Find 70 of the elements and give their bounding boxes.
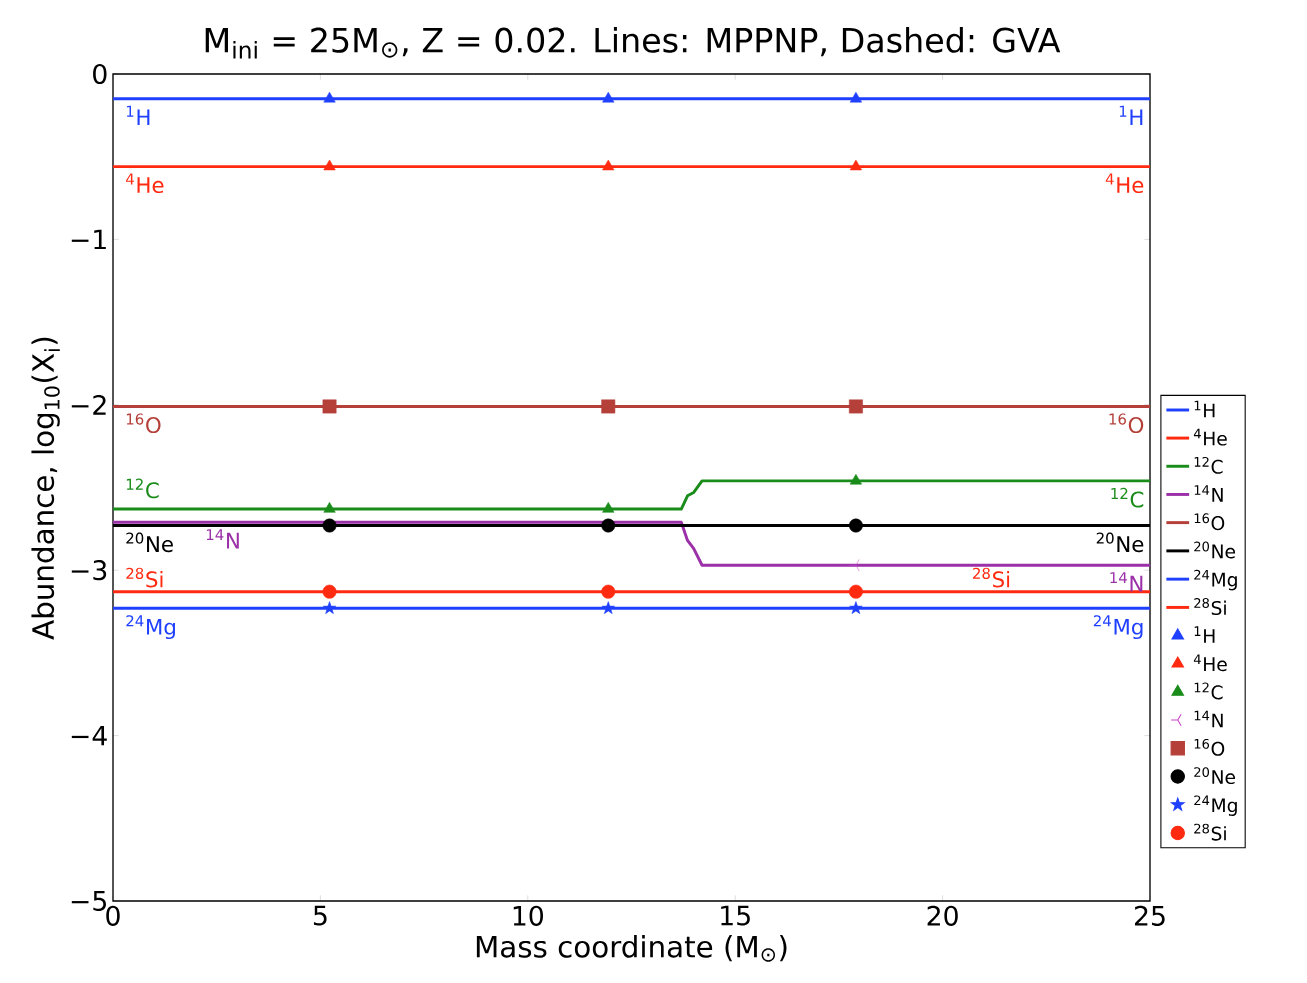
point xyxy=(849,159,862,171)
legend-label: $^{24}$Mg xyxy=(1194,795,1237,816)
point xyxy=(322,518,337,533)
legend-label: $^{12}$C xyxy=(1194,682,1223,700)
y-tick-label: −5 xyxy=(71,891,106,911)
point xyxy=(601,518,616,533)
x-tick-label: 15 xyxy=(721,905,750,926)
y-axis-title: Abundance, log$_{10}$(X$_{i}$) xyxy=(31,337,60,640)
x-tick-label: 0 xyxy=(106,905,120,926)
point xyxy=(848,399,863,414)
point xyxy=(322,399,337,414)
x-tick-label: 20 xyxy=(927,905,958,926)
point xyxy=(323,159,336,171)
annotation: $^{24}$Mg xyxy=(1093,615,1143,640)
annotation: $^{20}$Ne xyxy=(126,532,173,553)
legend-label: $^{16}$O xyxy=(1194,738,1225,756)
annotation: $^{24}$Mg xyxy=(126,615,175,640)
annotation: $^{16}$O xyxy=(1109,413,1144,434)
point xyxy=(601,601,615,614)
annotation: $^{16}$O xyxy=(126,413,161,434)
point xyxy=(601,584,616,599)
point xyxy=(849,473,862,485)
legend-label: $^{1}$H xyxy=(1194,400,1215,418)
legend-label: $^{28}$Si xyxy=(1194,598,1226,616)
legend-label: $^{12}$C xyxy=(1194,456,1223,474)
annotation: $^{1}$H xyxy=(1119,105,1143,125)
point xyxy=(602,159,615,171)
legend-label: $^{4}$He xyxy=(1193,428,1227,446)
legend-label: $^{24}$Mg xyxy=(1194,569,1237,591)
annotation: $^{20}$Ne xyxy=(1096,532,1144,553)
point xyxy=(323,91,336,103)
point xyxy=(323,502,336,513)
annotation: $^{28}$Si xyxy=(973,567,1010,588)
annotation: $^{4}$He xyxy=(126,173,164,194)
point xyxy=(848,518,863,533)
y-tick-label: 0 xyxy=(93,63,107,85)
point xyxy=(848,559,860,572)
point xyxy=(322,601,337,614)
point xyxy=(322,584,337,599)
legend-label: $^{1}$H xyxy=(1194,626,1215,643)
point xyxy=(849,91,862,103)
y-tick-label: −3 xyxy=(71,560,107,581)
annotation: $^{4}$He xyxy=(1105,173,1144,194)
y-tick-label: −2 xyxy=(71,394,106,415)
legend-label: $^{14}$N xyxy=(1194,710,1223,728)
annotation: $^{1}$H xyxy=(126,105,150,125)
point xyxy=(849,601,863,614)
legend-label: $^{16}$O xyxy=(1194,513,1225,531)
legend-label: $^{14}$N xyxy=(1194,485,1223,502)
annotation: $^{28}$Si xyxy=(126,567,163,588)
legend-label: $^{20}$Ne xyxy=(1194,541,1236,559)
annotation: $^{12}$C xyxy=(126,478,159,499)
point xyxy=(602,91,615,103)
annotation: $^{12}$C xyxy=(1111,487,1144,508)
x-tick-label: 25 xyxy=(1134,905,1165,926)
point xyxy=(601,399,616,414)
x-tick-label: 10 xyxy=(513,905,543,926)
annotation: $^{14}$N xyxy=(206,529,239,549)
y-tick-label: −4 xyxy=(71,725,107,746)
point xyxy=(602,502,615,513)
annotation: $^{14}$N xyxy=(1110,572,1143,592)
x-axis-title: Mass coordinate (M$_{⊙}$) xyxy=(476,935,787,962)
legend-label: $^{28}$Si xyxy=(1194,823,1226,841)
point xyxy=(848,584,863,599)
y-tick-label: −1 xyxy=(71,229,106,250)
legend-label: $^{20}$Ne xyxy=(1194,767,1236,785)
chart-title: M$_{ini}$ = 25M$_{⊙}$, Z = 0.02. Lines: MPPNP, Dashed: GVA xyxy=(205,27,1061,59)
x-tick-label: 5 xyxy=(313,905,327,926)
legend-label: $^{4}$He xyxy=(1193,654,1227,672)
line-series xyxy=(111,520,1152,567)
